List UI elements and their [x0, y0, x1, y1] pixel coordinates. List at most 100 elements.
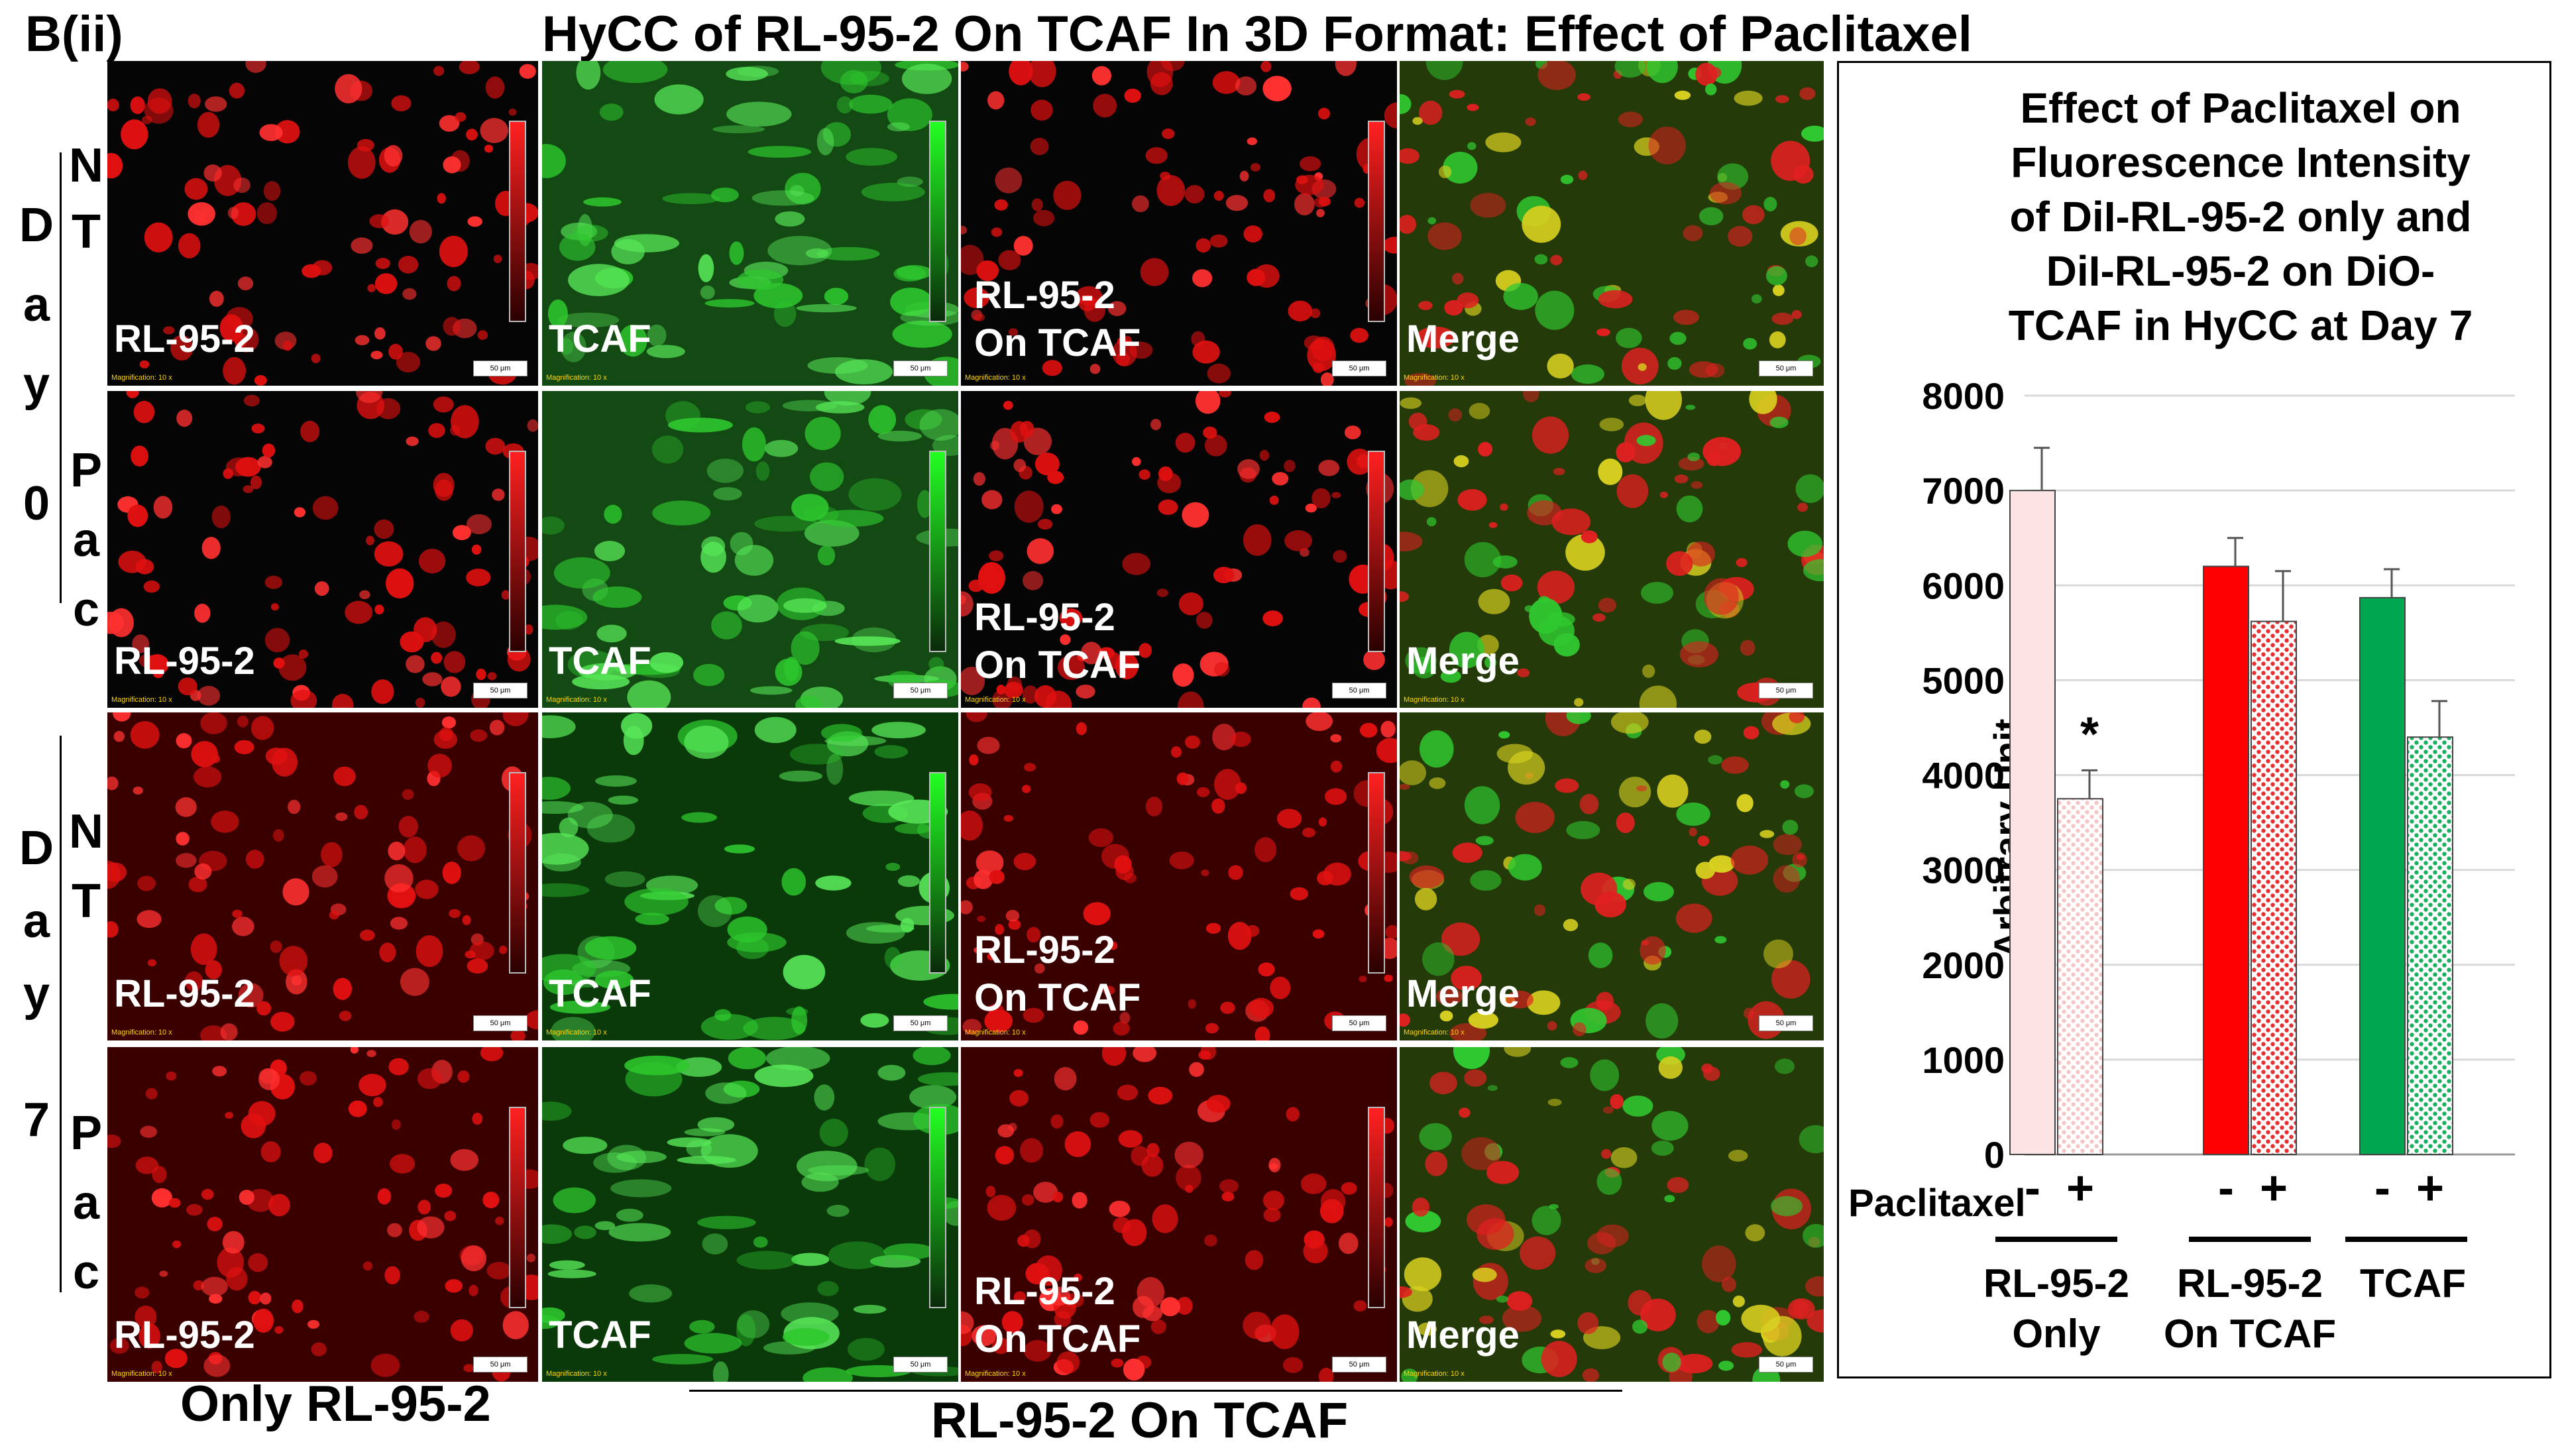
scale-bar: 50 μm [473, 361, 528, 376]
micrograph-day0-nt-red-1: RL-95-2 Magnification: 10 x 50 μm [107, 61, 538, 386]
micrograph-day7-pac-red-1: RL-95-2 Magnification: 10 x 50 μm [107, 1047, 538, 1382]
y-tick-label: 8000 [1922, 375, 2005, 417]
micrograph-day7-nt-merge-4: Merge Magnification: 10 x 50 μm [1400, 712, 1824, 1040]
scale-bar: 50 μm [473, 1357, 528, 1372]
micrograph-day0-pac-red-1: RL-95-2 Magnification: 10 x 50 μm [107, 391, 538, 708]
y-tick-label: 5000 [1922, 659, 2005, 701]
figure-title: HyCC of RL-95-2 On TCAF In 3D Format: Ef… [542, 6, 1972, 62]
intensity-colorbar [929, 1107, 946, 1308]
paclitaxel-sign: - [2025, 1162, 2040, 1215]
chart-title-line: of DiI-RL-95-2 only and [2010, 193, 2472, 241]
caption-rule [689, 1390, 1622, 1392]
caption-only-rl952: Only RL-95-2 [180, 1376, 491, 1432]
magnification-text: Magnification: 10 x [111, 1029, 172, 1036]
magnification-text: Magnification: 10 x [546, 696, 607, 704]
chart-title-line: TCAF in HyCC at Day 7 [2009, 302, 2473, 349]
scale-bar: 50 μm [473, 683, 528, 699]
paclitaxel-sign: - [2374, 1162, 2390, 1215]
y-tick-label: 1000 [1922, 1039, 2005, 1081]
group-label: RL-95-2 [1983, 1261, 2129, 1306]
intensity-colorbar [929, 772, 946, 974]
chart-panel: Effect of Paclitaxel on Fluorescence Inte… [1837, 61, 2551, 1378]
intensity-colorbar [1368, 121, 1385, 322]
intensity-colorbar [1368, 1107, 1385, 1308]
scale-bar: 50 μm [893, 361, 948, 376]
chart-title-line: Effect of Paclitaxel on [2020, 84, 2461, 132]
paclitaxel-sign: - [2218, 1162, 2234, 1215]
micrograph-day7-nt-red-1: RL-95-2 Magnification: 10 x 50 μm [107, 712, 538, 1040]
intensity-colorbar [509, 1107, 526, 1308]
chart-title-line: Fluorescence Intensity [2011, 139, 2471, 186]
y-tick-label: 3000 [1922, 850, 2005, 891]
micrograph-label: RL-95-2 [114, 317, 255, 361]
magnification-text: Magnification: 10 x [965, 696, 1026, 704]
bar-rl-95-2-on-tcaf-pac [2251, 620, 2297, 1155]
micrograph-label: Merge [1406, 972, 1520, 1015]
magnification-text: Magnification: 10 x [1404, 1370, 1465, 1378]
scale-bar: 50 μm [1759, 361, 1813, 376]
intensity-colorbar [929, 451, 946, 652]
group-label: Only [2012, 1312, 2101, 1356]
y-tick-label: 7000 [1922, 470, 2005, 512]
group-label: RL-95-2 [2177, 1261, 2323, 1306]
magnification-text: Magnification: 10 x [1404, 1029, 1465, 1036]
paclitaxel-sign: + [2416, 1162, 2444, 1215]
scale-bar: 50 μm [1759, 683, 1813, 699]
magnification-text: Magnification: 10 x [111, 1370, 172, 1378]
bar-rl-95-2-on-tcaf-nt [2203, 565, 2249, 1155]
magnification-text: Magnification: 10 x [546, 1370, 607, 1378]
bar-rl-95-2-only-nt [2009, 490, 2056, 1155]
magnification-text: Magnification: 10 x [965, 1370, 1026, 1378]
y-tick-label: 4000 [1922, 755, 2005, 797]
day7-bracket [60, 736, 62, 1292]
micrograph-label: RL-95-2 [114, 972, 255, 1015]
paclitaxel-sign: + [2260, 1162, 2288, 1215]
significance-marker: * [2080, 708, 2099, 761]
micrograph-day0-nt-red-3: RL-95-2 On TCAF Magnification: 10 x 50 μm [961, 61, 1397, 386]
intensity-colorbar [1368, 772, 1385, 974]
scale-bar: 50 μm [1332, 1015, 1386, 1031]
bar-tcaf-nt [2359, 596, 2406, 1155]
micrograph-day7-nt-green-2: TCAF Magnification: 10 x 50 μm [542, 712, 958, 1040]
scale-bar: 50 μm [893, 1357, 948, 1372]
scale-bar: 50 μm [1759, 1015, 1813, 1031]
paclitaxel-row-label: Paclitaxel [1848, 1182, 2026, 1225]
scale-bar: 50 μm [1332, 361, 1386, 376]
micrograph-day0-nt-merge-4: Merge Magnification: 10 x 50 μm [1400, 61, 1824, 386]
bar-rl-95-2-only-pac [2057, 798, 2103, 1155]
magnification-text: Magnification: 10 x [1404, 374, 1465, 382]
micrograph-day7-nt-red-3: RL-95-2 On TCAF Magnification: 10 x 50 μm [961, 712, 1397, 1040]
micrograph-day0-pac-merge-4: Merge Magnification: 10 x 50 μm [1400, 391, 1824, 708]
micrograph-label: Merge [1406, 1314, 1520, 1357]
micrograph-label: TCAF [549, 317, 651, 361]
y-tick-label: 2000 [1922, 944, 2005, 986]
intensity-colorbar [1368, 451, 1385, 652]
scale-bar: 50 μm [893, 1015, 948, 1031]
micrograph-label: RL-95-2 [114, 640, 255, 683]
micrograph-day7-pac-red-3: RL-95-2 On TCAF Magnification: 10 x 50 μm [961, 1047, 1397, 1382]
y-tick-label: 0 [1984, 1134, 2005, 1176]
micrograph-label: Merge [1406, 640, 1520, 683]
group-label: TCAF [2360, 1261, 2466, 1306]
paclitaxel-sign: + [2066, 1162, 2094, 1215]
micrograph-day0-pac-green-2: TCAF Magnification: 10 x 50 μm [542, 391, 958, 708]
micrograph-label: RL-95-2 On TCAF [974, 596, 1141, 687]
micrograph-label: RL-95-2 [114, 1314, 255, 1357]
scale-bar: 50 μm [893, 683, 948, 699]
panel-label: B(ii) [25, 6, 123, 62]
micrograph-label: TCAF [549, 972, 651, 1015]
magnification-text: Magnification: 10 x [111, 374, 172, 382]
magnification-text: Magnification: 10 x [965, 374, 1026, 382]
micrograph-label: TCAF [549, 640, 651, 683]
intensity-colorbar [509, 451, 526, 652]
chart-title-line: DiI-RL-95-2 on DiO- [2046, 247, 2435, 295]
micrograph-day0-pac-red-3: RL-95-2 On TCAF Magnification: 10 x 50 μm [961, 391, 1397, 708]
day0-bracket [60, 152, 62, 603]
y-tick-label: 6000 [1922, 565, 2005, 606]
micrograph-day7-pac-merge-4: Merge Magnification: 10 x 50 μm [1400, 1047, 1824, 1382]
magnification-text: Magnification: 10 x [546, 1029, 607, 1036]
scale-bar: 50 μm [1332, 1357, 1386, 1372]
micrograph-day7-pac-green-2: TCAF Magnification: 10 x 50 μm [542, 1047, 958, 1382]
magnification-text: Magnification: 10 x [111, 696, 172, 704]
intensity-colorbar [509, 772, 526, 974]
